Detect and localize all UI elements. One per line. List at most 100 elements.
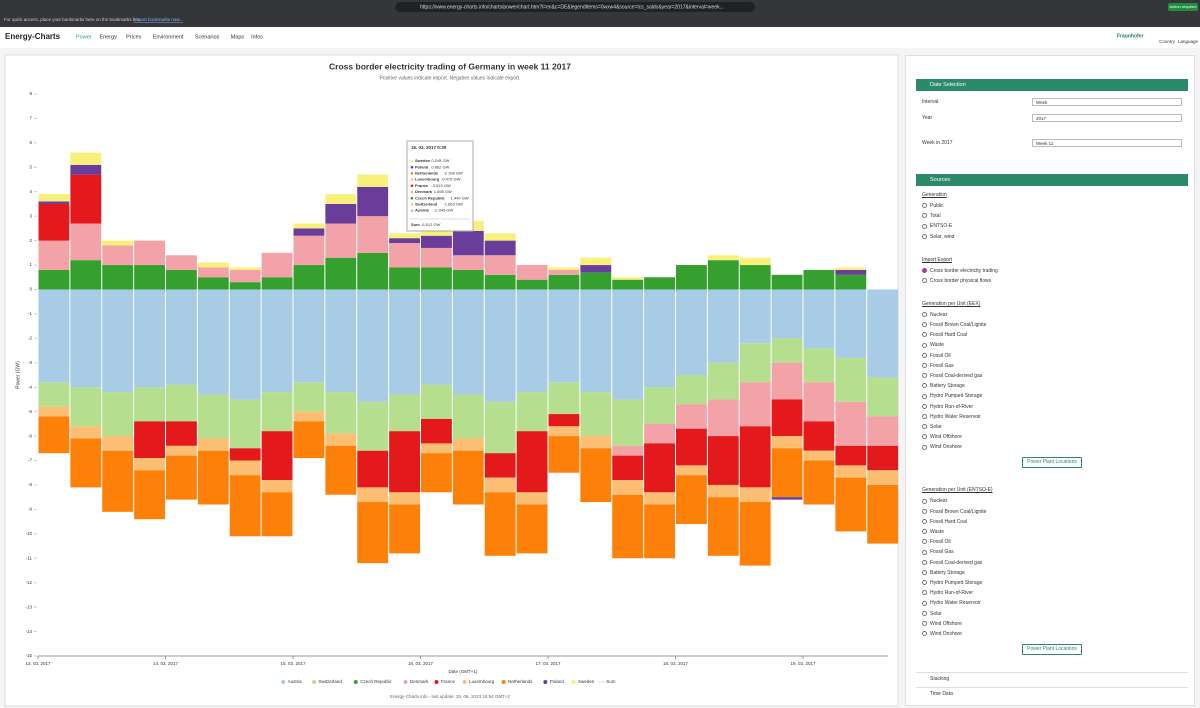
radio-option[interactable]: Hydro Run-of-River [922, 404, 973, 410]
bar-segment [197, 394, 229, 439]
chart-title: Cross border electricity trading of Germ… [329, 61, 571, 71]
bar-segment [357, 289, 389, 402]
bar-segment [357, 174, 389, 187]
footer: Energy-Charts.info - last update: 25. 06… [390, 694, 510, 699]
radio-option[interactable]: Fossil Oil [922, 539, 951, 545]
nav-item[interactable]: Energy [100, 34, 118, 40]
legend-label[interactable]: Netherlands [508, 679, 533, 684]
legend-label[interactable]: France [441, 679, 456, 684]
nav-item[interactable]: Scenarios [195, 34, 220, 40]
bar-segment [229, 399, 261, 449]
nav-item[interactable]: Maps [231, 34, 245, 40]
bar-segment [803, 421, 835, 451]
logo[interactable]: Energy-Charts [5, 32, 61, 41]
radio-option[interactable]: Waste [922, 342, 944, 348]
action-button[interactable] [1168, 3, 1198, 11]
bar-segment [803, 289, 835, 349]
panel-header[interactable]: Sources [916, 174, 1188, 186]
bar-segment [612, 279, 644, 290]
bar-segment [261, 289, 293, 393]
legend-label[interactable]: Czech Republic [360, 679, 392, 684]
bar-segment [676, 475, 707, 525]
collapsed-panel[interactable]: Time Data [916, 687, 1188, 699]
legend-label[interactable]: Denmark [410, 679, 429, 684]
bar-segment [484, 233, 516, 241]
bar-segment [38, 203, 70, 241]
panel-header[interactable]: Date Selection [916, 79, 1188, 91]
bookmarks-link[interactable]: Import bookmarks now... [134, 17, 183, 22]
button[interactable]: Power Plant Locations [1022, 457, 1082, 469]
bar-segment [229, 448, 261, 461]
radio-option[interactable]: Fossil Coal-derived gas [922, 560, 982, 566]
radio-option[interactable]: Nuclear [922, 498, 947, 504]
radio-option[interactable]: Total [922, 213, 941, 219]
language[interactable]: Language [1178, 39, 1199, 44]
bar-segment [707, 260, 739, 290]
sidebar: Date Selection Interval Week Year 2017 Week i… [905, 55, 1195, 706]
bar-segment [325, 194, 357, 204]
radio-option[interactable]: Wind Onshore [922, 631, 962, 637]
radio-option[interactable]: Wind Onshore [922, 444, 962, 450]
legend-label[interactable]: Sum [606, 679, 616, 684]
bar-segment [357, 450, 389, 488]
radio-option[interactable]: Fossil Oil [922, 353, 951, 359]
legend-label[interactable]: Sweden [578, 679, 595, 684]
legend-label[interactable]: Luxembourg [469, 679, 495, 684]
nav-item[interactable]: Prices [126, 34, 142, 40]
radio-option[interactable]: Fossil Hard Coal [922, 519, 967, 525]
bar-segment [452, 438, 484, 451]
radio-option[interactable]: Fossil Gas [922, 363, 954, 369]
legend-label[interactable]: Poland [550, 679, 565, 684]
y-tick-label: -3 [28, 360, 32, 365]
select[interactable]: Week [1032, 98, 1182, 106]
radio-option[interactable]: Solar [922, 424, 942, 430]
radio-option[interactable]: Hydro Run-of-River [922, 590, 973, 596]
bar-segment [421, 267, 452, 290]
radio-option[interactable]: Hydro Pumped Storage [922, 393, 982, 399]
legend-label[interactable]: Austria [288, 679, 303, 684]
select[interactable]: 2017 [1032, 114, 1182, 122]
nav-item[interactable]: Environment [153, 34, 184, 40]
select[interactable]: Week 11 [1032, 139, 1182, 147]
org-logo[interactable]: Fraunhofer [1117, 33, 1143, 39]
nav-item[interactable]: Power [76, 34, 92, 40]
tooltip-dot [410, 178, 414, 181]
radio-option[interactable]: Wind Offshore [922, 621, 962, 627]
radio-option[interactable]: Hydro Water Reservoir [922, 600, 981, 606]
y-tick-label: 0 [29, 287, 32, 292]
tooltip-value: 0.245 GW [431, 158, 449, 163]
radio-option[interactable]: Fossil Brown Coal/Lignite [922, 322, 986, 328]
collapsed-panel[interactable]: Stacking [916, 672, 1188, 684]
bar-segment [452, 255, 484, 270]
url-bar[interactable] [395, 2, 755, 12]
bar-segment [484, 240, 516, 256]
bar-segment [102, 392, 134, 437]
radio-option[interactable]: Solar [922, 611, 942, 617]
nav-item[interactable]: Infos [251, 34, 263, 40]
bar-segment [197, 289, 229, 395]
legend-swatch [543, 680, 548, 684]
radio-option[interactable]: Solar, wind [922, 234, 954, 240]
radio-option[interactable]: Fossil Hard Coal [922, 332, 967, 338]
radio-option[interactable]: Wind Offshore [922, 434, 962, 440]
button[interactable]: Power Plant Locations [1022, 644, 1082, 655]
bar-segment [644, 492, 675, 505]
radio-option[interactable]: Fossil Coal-derived gas [922, 373, 982, 379]
tooltip-dot [410, 165, 414, 169]
radio-option[interactable]: Cross border physical flows [922, 278, 991, 284]
radio-option[interactable]: Cross border electricity trading [922, 268, 998, 274]
radio-option[interactable]: Hydro Pumped Storage [922, 580, 982, 586]
radio-option[interactable]: Fossil Brown Coal/Lignite [922, 509, 986, 515]
country[interactable]: Country [1159, 39, 1176, 44]
radio-option[interactable]: Hydro Water Reservoir [922, 414, 981, 420]
tooltip-value: -2.945 GW [434, 208, 454, 213]
bar-segment [516, 431, 548, 493]
radio-option[interactable]: Public [922, 203, 944, 209]
radio-option[interactable]: Battery Storage [922, 570, 965, 576]
radio-option[interactable]: Nuclear [922, 312, 947, 318]
radio-option[interactable]: Waste [922, 529, 944, 535]
radio-option[interactable]: ENTSO-E [922, 223, 952, 229]
radio-option[interactable]: Battery Storage [922, 383, 965, 389]
legend-label[interactable]: Switzerland [319, 679, 343, 684]
radio-option[interactable]: Fossil Gas [922, 549, 954, 555]
